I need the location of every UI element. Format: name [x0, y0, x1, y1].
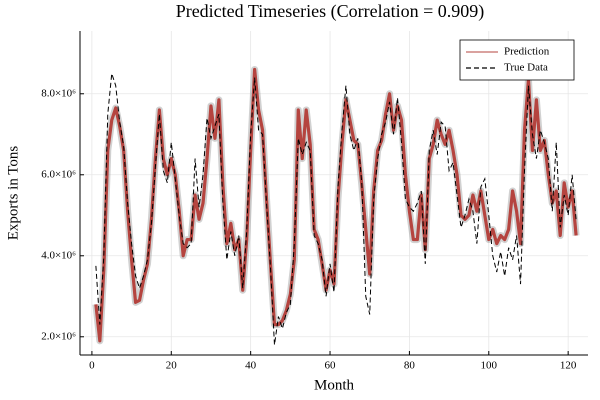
y-tick-label: 2.0×10⁶	[41, 330, 76, 342]
y-tick-label: 4.0×10⁶	[41, 249, 76, 261]
y-axis-label: Exports in Tons	[5, 146, 21, 241]
x-tick-label: 40	[245, 360, 257, 372]
x-tick-label: 20	[166, 360, 178, 372]
x-tick-label: 120	[560, 360, 577, 372]
legend-label: True Data	[504, 62, 548, 74]
x-tick-label: 60	[325, 360, 337, 372]
legend-label: Prediction	[504, 46, 550, 58]
y-tick-label: 8.0×10⁶	[41, 87, 76, 99]
x-tick-label: 0	[89, 360, 95, 372]
chart-title: Predicted Timeseries (Correlation = 0.90…	[176, 1, 485, 22]
legend-box	[459, 39, 575, 81]
x-tick-label: 80	[404, 360, 416, 372]
x-axis-label: Month	[314, 377, 355, 393]
prediction-band	[92, 65, 580, 345]
x-tick-label: 100	[481, 360, 498, 372]
series-line	[95, 73, 577, 345]
y-tick-label: 6.0×10⁶	[41, 168, 76, 180]
